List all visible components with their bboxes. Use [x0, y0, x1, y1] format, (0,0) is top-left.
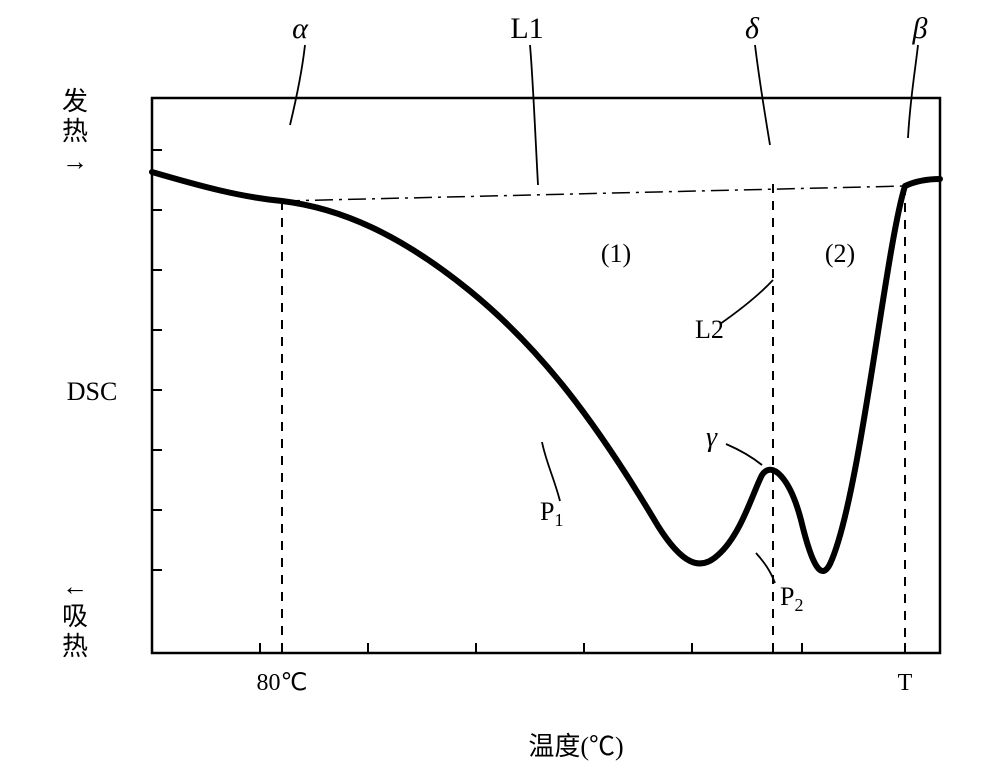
label-region-1: (1): [601, 239, 631, 268]
svg-text:热: 热: [62, 632, 88, 661]
svg-text:发: 发: [62, 87, 88, 116]
xtick-T: T: [898, 670, 913, 696]
svg-text:吸: 吸: [62, 602, 88, 631]
label-region-2: (2): [825, 239, 855, 268]
svg-text:→: →: [62, 147, 88, 176]
label-gamma: γ: [706, 422, 718, 453]
svg-text:←: ←: [62, 572, 88, 601]
label-L1: L1: [510, 12, 543, 45]
label-beta: β: [912, 12, 928, 45]
xtick-80c: 80℃: [257, 670, 308, 696]
y-axis-label: DSC: [67, 377, 118, 406]
y-arrow-exo: 发热→: [62, 87, 88, 176]
label-L2: L2: [695, 315, 724, 344]
label-alpha: α: [292, 12, 309, 45]
svg-text:热: 热: [62, 117, 88, 146]
label-delta: δ: [745, 12, 760, 45]
x-axis-label: 温度(℃): [528, 732, 623, 761]
y-arrow-endo: ←吸热: [62, 572, 88, 661]
